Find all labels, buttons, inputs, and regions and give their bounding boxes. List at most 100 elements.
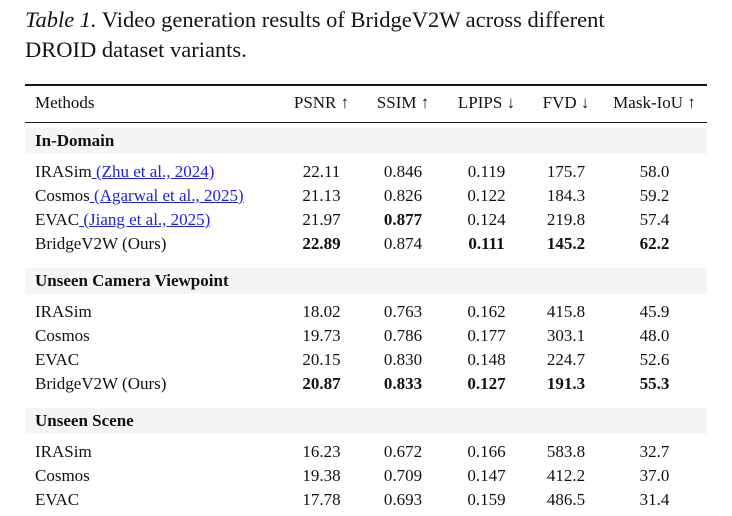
psnr-value: 17.78 xyxy=(302,490,341,509)
fvd-value: 224.7 xyxy=(546,350,586,369)
lpips-value: 0.127 xyxy=(467,374,506,393)
psnr-value: 16.23 xyxy=(302,442,341,461)
ssim-value: 0.786 xyxy=(383,326,423,345)
lpips-value: 0.111 xyxy=(468,234,505,253)
method-name: Cosmos xyxy=(35,326,90,345)
mask-iou-value: 37.0 xyxy=(639,466,670,485)
fvd-value: 175.7 xyxy=(546,162,586,181)
psnr-value: 21.97 xyxy=(302,210,341,229)
lpips-value: 0.148 xyxy=(467,350,506,369)
psnr-value: 22.11 xyxy=(302,162,341,181)
ssim-value: 0.826 xyxy=(383,186,423,205)
lpips-value: 0.119 xyxy=(467,162,506,181)
citation-link[interactable]: (Jiang et al., 2025) xyxy=(79,210,211,229)
fvd-value: 583.8 xyxy=(546,442,586,461)
method-cell: Cosmos xyxy=(25,324,280,348)
method-name: IRASim xyxy=(35,442,92,461)
citation-link[interactable]: (Zhu et al., 2024) xyxy=(91,162,215,181)
ssim-value: 0.846 xyxy=(383,162,423,181)
section-heading-row: Unseen Camera Viewpoint xyxy=(25,268,707,294)
col-header-mask-iou: Mask-IoU ↑ xyxy=(602,86,707,123)
method-name: EVAC xyxy=(35,210,80,229)
ssim-value: 0.672 xyxy=(383,442,423,461)
table-row: IRASim 18.02 0.763 0.162 415.8 45.9 xyxy=(25,300,707,324)
psnr-value: 21.13 xyxy=(302,186,341,205)
caption-line-1: Table 1. Video generation results of Bri… xyxy=(25,5,723,35)
table-row: Cosmos 19.73 0.786 0.177 303.1 48.0 xyxy=(25,324,707,348)
mask-iou-value: 62.2 xyxy=(639,234,670,253)
psnr-value: 20.87 xyxy=(302,374,341,393)
lpips-value: 0.159 xyxy=(467,490,506,509)
results-table: Methods PSNR ↑ SSIM ↑ LPIPS ↓ FVD ↓ Mask… xyxy=(25,84,707,516)
table-row-ours: BridgeV2W (Ours) 20.87 0.833 0.127 191.3… xyxy=(25,372,707,396)
method-cell: BridgeV2W (Ours) xyxy=(25,232,280,256)
ssim-value: 0.717 xyxy=(363,512,443,516)
col-header-psnr: PSNR ↑ xyxy=(280,86,363,123)
ssim-value: 0.833 xyxy=(383,374,423,393)
caption-text-1: Video generation results of BridgeV2W ac… xyxy=(96,7,605,32)
table-row: Cosmos (Agarwal et al., 2025) 21.13 0.82… xyxy=(25,184,707,208)
table-row-ours: BridgeV2W (Ours) 22.89 0.874 0.111 145.2… xyxy=(25,232,707,256)
lpips-value: 0.177 xyxy=(467,326,506,345)
section-unseen-camera-viewpoint: Unseen Camera Viewpoint IRASim 18.02 0.7… xyxy=(25,256,707,396)
spacer xyxy=(25,396,707,408)
table-row: Cosmos 19.38 0.709 0.147 412.2 37.0 xyxy=(25,464,707,488)
mask-iou-value: 57.4 xyxy=(639,210,670,229)
method-name: EVAC xyxy=(35,350,80,369)
lpips-value: 0.122 xyxy=(467,186,506,205)
mask-iou-value: 52.6 xyxy=(639,350,670,369)
fvd-value: 362.1 xyxy=(530,512,602,516)
section-heading-unseen-camera-viewpoint: Unseen Camera Viewpoint xyxy=(25,268,707,294)
method-name: BridgeV2W (Ours) xyxy=(35,234,167,253)
mask-iou-value: 44.1 xyxy=(602,512,707,516)
psnr-value: 19.73 xyxy=(280,512,363,516)
method-cell: EVAC (Jiang et al., 2025) xyxy=(25,208,280,232)
table-row: IRASim 16.23 0.672 0.166 583.8 32.7 xyxy=(25,440,707,464)
psnr-value: 22.89 xyxy=(302,234,341,253)
table-row-ours: BridgeV2W (Ours) 19.73 0.717 0.138 362.1… xyxy=(25,512,707,516)
fvd-value: 412.2 xyxy=(546,466,586,485)
fvd-value: 191.3 xyxy=(546,374,586,393)
section-unseen-scene: Unseen Scene IRASim 16.23 0.672 0.166 58… xyxy=(25,396,707,516)
table-row: EVAC (Jiang et al., 2025) 21.97 0.877 0.… xyxy=(25,208,707,232)
fvd-value: 145.2 xyxy=(546,234,586,253)
method-name: IRASim xyxy=(35,302,92,321)
method-cell: Cosmos xyxy=(25,464,280,488)
method-name: BridgeV2W (Ours) xyxy=(35,374,167,393)
method-name: IRASim xyxy=(35,162,92,181)
method-cell: EVAC xyxy=(25,348,280,372)
section-heading-in-domain: In-Domain xyxy=(25,128,707,154)
fvd-value: 303.1 xyxy=(546,326,586,345)
section-heading-unseen-scene: Unseen Scene xyxy=(25,408,707,434)
mask-iou-value: 32.7 xyxy=(639,442,670,461)
ssim-value: 0.693 xyxy=(383,490,423,509)
psnr-value: 19.38 xyxy=(302,466,341,485)
psnr-value: 18.02 xyxy=(302,302,341,321)
psnr-value: 20.15 xyxy=(302,350,341,369)
mask-iou-value: 45.9 xyxy=(639,302,670,321)
lpips-value: 0.162 xyxy=(467,302,506,321)
caption-line-2: DROID dataset variants. xyxy=(25,37,247,62)
header-row: Methods PSNR ↑ SSIM ↑ LPIPS ↓ FVD ↓ Mask… xyxy=(25,86,707,123)
col-header-methods: Methods xyxy=(25,86,280,123)
lpips-value: 0.147 xyxy=(467,466,506,485)
section-heading-row: Unseen Scene xyxy=(25,408,707,434)
method-name: EVAC xyxy=(35,490,80,509)
table-number-label: Table 1. xyxy=(25,7,97,32)
table-row: IRASim (Zhu et al., 2024) 22.11 0.846 0.… xyxy=(25,160,707,184)
ssim-value: 0.830 xyxy=(383,350,423,369)
mask-iou-value: 58.0 xyxy=(639,162,670,181)
method-cell: IRASim xyxy=(25,300,280,324)
method-cell: BridgeV2W (Ours) xyxy=(25,372,280,396)
table-row: EVAC 20.15 0.830 0.148 224.7 52.6 xyxy=(25,348,707,372)
mask-iou-value: 48.0 xyxy=(639,326,670,345)
lpips-value: 0.124 xyxy=(467,210,506,229)
lpips-value: 0.138 xyxy=(443,512,530,516)
method-cell: BridgeV2W (Ours) xyxy=(25,512,280,516)
method-cell: EVAC xyxy=(25,488,280,512)
fvd-value: 219.8 xyxy=(546,210,586,229)
citation-link[interactable]: (Agarwal et al., 2025) xyxy=(89,186,244,205)
ssim-value: 0.874 xyxy=(383,234,423,253)
lpips-value: 0.166 xyxy=(467,442,506,461)
table-row: EVAC 17.78 0.693 0.159 486.5 31.4 xyxy=(25,488,707,512)
